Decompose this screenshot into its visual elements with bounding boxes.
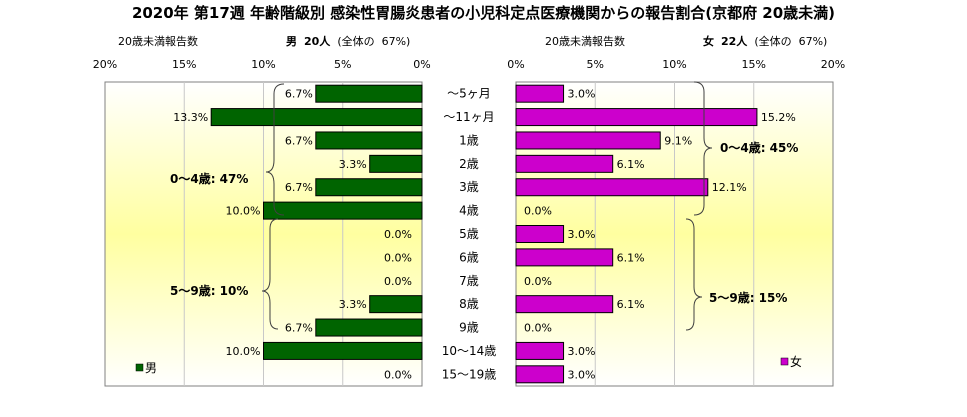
category-label: 5歳: [459, 227, 479, 241]
female-data-label: 6.1%: [617, 298, 645, 311]
category-label: 9歳: [459, 321, 479, 335]
category-label: ～11ヶ月: [443, 110, 494, 124]
male-bar: [315, 131, 423, 150]
female-data-label: 6.1%: [617, 158, 645, 171]
category-label: 10～14歳: [442, 344, 497, 358]
male-data-label: 6.7%: [285, 88, 313, 101]
female-legend-label: 女: [790, 354, 802, 369]
male-bar: [315, 84, 423, 103]
male-legend-label: 男: [145, 361, 157, 375]
left-x-tick-label: 20%: [93, 58, 117, 71]
female-data-label: 0.0%: [524, 322, 552, 335]
right-x-tick-label: 0%: [507, 58, 524, 71]
female-legend-swatch: [780, 357, 789, 366]
male-data-label: 6.7%: [285, 181, 313, 194]
female-data-label: 3.0%: [568, 88, 596, 101]
left-group-0-4-label: 0～4歳: 47%: [170, 171, 248, 186]
female-data-label: 6.1%: [617, 251, 645, 264]
left-group-5-9-label: 5～9歳: 10%: [170, 283, 248, 298]
female-bar: [515, 154, 614, 173]
left-subtitle-sex: 男: [286, 35, 297, 48]
right-brace-5-9: [685, 218, 703, 331]
male-data-label: 13.3%: [173, 111, 208, 124]
female-bar: [515, 108, 758, 127]
female-bar: [515, 178, 709, 197]
right-subtitle-summary: 女 22人 (全体の 67%): [703, 33, 827, 49]
left-x-tick-label: 15%: [172, 58, 196, 71]
right-subtitle-count: 22人: [721, 35, 748, 48]
female-bar: [515, 131, 661, 150]
male-bar: [263, 341, 423, 360]
male-bar: [315, 178, 423, 197]
right-x-tick-label: 15%: [742, 58, 766, 71]
left-subtitle-count: 20人: [304, 35, 331, 48]
female-data-label: 3.0%: [568, 345, 596, 358]
male-bar: [369, 154, 423, 173]
left-subtitle-share-label: (全体の: [337, 35, 375, 48]
male-data-label: 0.0%: [384, 251, 412, 264]
left-x-tick-label: 0%: [413, 58, 430, 71]
left-x-tick-label: 5%: [334, 58, 351, 71]
category-label: 4歳: [459, 204, 479, 218]
male-data-label: 0.0%: [384, 368, 412, 381]
right-x-tick-label: 10%: [662, 58, 686, 71]
right-brace-0-4: [693, 81, 713, 216]
category-label: 1歳: [459, 133, 479, 147]
male-data-label: 10.0%: [226, 345, 261, 358]
left-subtitle-share-value: 67%): [381, 35, 411, 48]
left-brace-5-9: [261, 218, 279, 330]
male-data-label: 6.7%: [285, 134, 313, 147]
male-bar: [210, 108, 423, 127]
left-subtitle-summary: 男 20人 (全体の 67%): [286, 33, 410, 49]
female-bar: [515, 225, 565, 243]
male-bar: [315, 318, 423, 337]
category-label: 2歳: [459, 157, 479, 171]
male-data-label: 10.0%: [226, 205, 261, 218]
female-bar: [515, 248, 614, 267]
category-label: 8歳: [459, 297, 479, 311]
female-data-label: 3.0%: [568, 228, 596, 241]
right-subtitle-share-value: 67%): [798, 35, 828, 48]
male-data-label: 3.3%: [339, 158, 367, 171]
right-group-0-4-label: 0～4歳: 45%: [720, 140, 798, 155]
female-bar: [515, 295, 614, 314]
male-bar: [263, 201, 423, 220]
category-label: 6歳: [459, 250, 479, 264]
category-label: 7歳: [459, 274, 479, 288]
left-x-tick-label: 10%: [251, 58, 275, 71]
male-data-label: 0.0%: [384, 228, 412, 241]
male-data-label: 3.3%: [339, 298, 367, 311]
female-bar: [515, 341, 565, 360]
chart-title: 2020年 第17週 年齢階級別 感染性胃腸炎患者の小児科定点医療機関からの報告…: [131, 4, 836, 22]
male-legend-swatch: [135, 363, 144, 372]
right-group-5-9-label: 5～9歳: 15%: [709, 290, 787, 305]
category-label: 15～19歳: [442, 367, 497, 381]
female-bar: [515, 84, 565, 103]
female-data-label: 0.0%: [524, 275, 552, 288]
left-subtitle-label: 20歳未満報告数: [118, 35, 198, 48]
right-x-tick-label: 20%: [821, 58, 845, 71]
male-bar: [369, 295, 423, 314]
right-subtitle-sex: 女: [703, 35, 714, 48]
category-label: 3歳: [459, 180, 479, 194]
female-bar: [515, 365, 565, 384]
male-data-label: 0.0%: [384, 275, 412, 288]
female-data-label: 0.0%: [524, 205, 552, 218]
right-subtitle-label: 20歳未満報告数: [545, 35, 625, 48]
right-x-tick-label: 5%: [587, 58, 604, 71]
female-data-label: 12.1%: [712, 181, 747, 194]
category-label: ～5ヶ月: [447, 87, 491, 101]
female-data-label: 3.0%: [568, 368, 596, 381]
left-brace-0-4: [265, 83, 285, 216]
female-data-label: 15.2%: [761, 111, 796, 124]
right-subtitle-share-label: (全体の: [754, 35, 792, 48]
male-data-label: 6.7%: [285, 322, 313, 335]
female-data-label: 9.1%: [664, 134, 692, 147]
